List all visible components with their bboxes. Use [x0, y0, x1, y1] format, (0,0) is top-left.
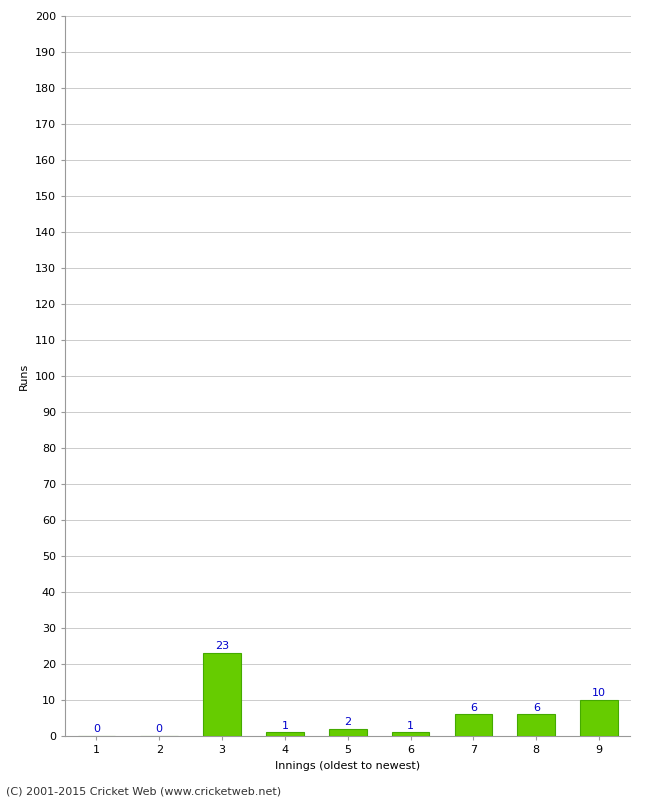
- Bar: [392, 733, 430, 736]
- Text: 0: 0: [156, 724, 162, 734]
- Text: 23: 23: [215, 642, 229, 651]
- Bar: [517, 714, 555, 736]
- Bar: [329, 729, 367, 736]
- Text: 1: 1: [407, 721, 414, 730]
- Text: 1: 1: [281, 721, 289, 730]
- Text: 6: 6: [470, 702, 477, 713]
- Bar: [266, 733, 304, 736]
- Bar: [580, 700, 618, 736]
- Bar: [203, 653, 241, 736]
- Y-axis label: Runs: Runs: [20, 362, 29, 390]
- X-axis label: Innings (oldest to newest): Innings (oldest to newest): [275, 761, 421, 770]
- Bar: [454, 714, 492, 736]
- Text: 6: 6: [533, 702, 540, 713]
- Text: 2: 2: [344, 717, 351, 727]
- Text: 10: 10: [592, 688, 606, 698]
- Text: (C) 2001-2015 Cricket Web (www.cricketweb.net): (C) 2001-2015 Cricket Web (www.cricketwe…: [6, 786, 281, 796]
- Text: 0: 0: [93, 724, 100, 734]
